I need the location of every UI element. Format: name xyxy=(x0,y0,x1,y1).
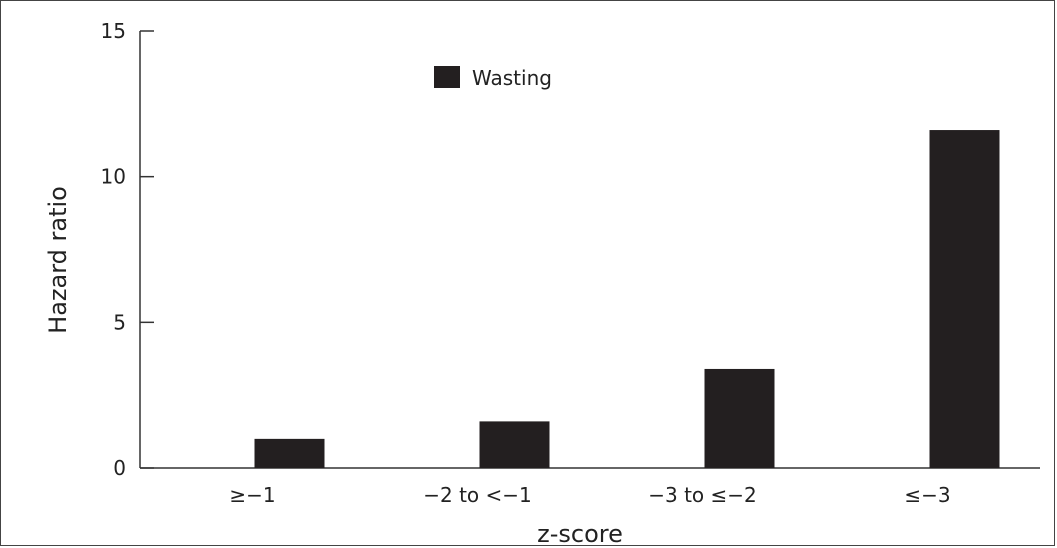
x-tick-label: −2 to <−1 xyxy=(423,483,532,507)
axes xyxy=(139,31,1040,469)
y-axis-title: Hazard ratio xyxy=(44,186,72,334)
bar xyxy=(704,368,775,468)
bar xyxy=(929,130,1000,468)
bars xyxy=(254,130,1000,468)
y-tick-label: 5 xyxy=(113,310,126,334)
legend-label: Wasting xyxy=(472,66,552,90)
bar xyxy=(479,421,550,468)
x-category-labels: ≥−1 −2 to <−1 −3 to ≤−2 ≤−3 xyxy=(229,483,950,507)
x-tick-label: ≥−1 xyxy=(229,483,275,507)
y-tick-label: 10 xyxy=(101,165,126,189)
legend: Wasting xyxy=(434,66,552,90)
bar xyxy=(254,438,325,468)
legend-swatch xyxy=(434,66,460,88)
x-tick-label: ≤−3 xyxy=(904,483,950,507)
y-tick-label: 15 xyxy=(101,19,126,43)
x-axis-title: z-score xyxy=(537,520,623,548)
y-tick-label: 0 xyxy=(113,456,126,480)
y-ticks: 0 5 10 15 xyxy=(101,19,154,480)
x-tick-label: −3 to ≤−2 xyxy=(648,483,757,507)
